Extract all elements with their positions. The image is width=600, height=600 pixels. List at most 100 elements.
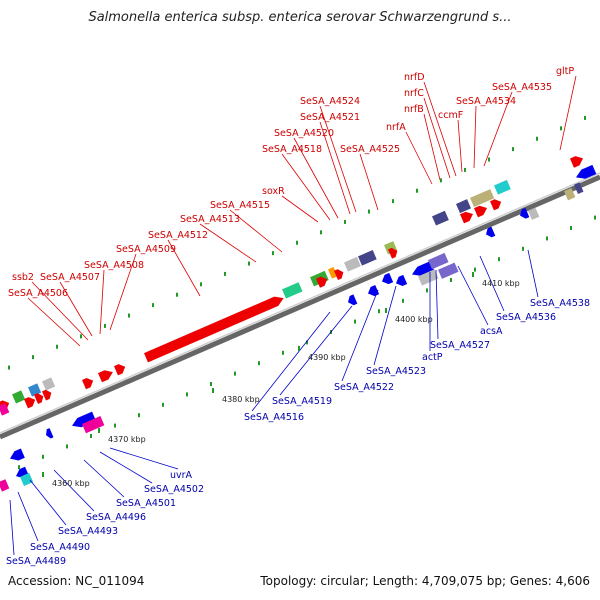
tick-dot [306, 340, 308, 345]
reverse-gene-label: SeSA_A4489 [6, 556, 66, 567]
forward-leader-line [109, 253, 137, 331]
reverse-gene-label: SeSA_A4496 [86, 512, 146, 523]
tick-dot [296, 240, 298, 245]
forward-gene-box [0, 403, 10, 416]
reverse-gene-label: SeSA_A4502 [144, 484, 204, 495]
reverse-gene-box [0, 479, 10, 492]
forward-gene-label: nrfB [404, 104, 424, 115]
tick-dot [402, 298, 404, 303]
reverse-leader-line [373, 285, 397, 366]
tick-dot [162, 402, 164, 407]
forward-leader-line [423, 113, 441, 181]
forward-gene-label: SeSA_A4506 [8, 288, 68, 299]
tick-dot [536, 136, 538, 141]
reverse-leader-line [9, 499, 15, 556]
forward-gene-arrow [144, 296, 284, 363]
reverse-gene-label: SeSA_A4536 [496, 312, 556, 323]
forward-leader-line [27, 297, 81, 347]
forward-gene-label: SeSA_A4508 [84, 260, 144, 271]
forward-gene-arrow [114, 364, 126, 376]
reverse-leader-line [527, 249, 539, 298]
tick-dot [594, 215, 596, 220]
accession-text: Accession: NC_011094 [8, 574, 145, 588]
tick-dot [186, 392, 188, 397]
forward-leader-line [59, 281, 93, 337]
reverse-gene-box [20, 472, 34, 487]
forward-gene-arrow [316, 276, 328, 288]
reverse-gene-box [574, 182, 584, 194]
tick-dot [128, 313, 130, 318]
reverse-gene-label: SeSA_A4522 [334, 382, 394, 393]
genome-summary-text: Topology: circular; Length: 4,709,075 bp… [260, 574, 590, 588]
forward-gene-box [12, 390, 26, 404]
forward-gene-label: SeSA_A4520 [274, 128, 334, 139]
forward-gene-label: SeSA_A4513 [180, 214, 240, 225]
tick-dot [234, 371, 236, 376]
reverse-leader-line [17, 491, 39, 542]
tick-dot [152, 303, 154, 308]
reverse-gene-label: SeSA_A4490 [30, 542, 90, 553]
forward-gene-box [494, 179, 511, 195]
forward-leader-line [319, 105, 357, 213]
reverse-gene-label: SeSA_A4516 [244, 412, 304, 423]
tick-dot [114, 423, 116, 428]
tick-dot [258, 361, 260, 366]
forward-gene-label: SeSA_A4534 [456, 96, 516, 107]
tick-dot [320, 230, 322, 235]
tick-dot [248, 261, 250, 266]
tick-dot [272, 251, 274, 256]
reverse-leader-line [99, 451, 153, 484]
reverse-gene-arrow [396, 274, 408, 286]
reverse-leader-line [479, 255, 505, 312]
forward-gene-label: ssb2 [12, 272, 34, 283]
tick-dot [138, 413, 140, 418]
reverse-leader-line [435, 269, 439, 340]
forward-leader-line [281, 195, 319, 223]
tick-dot [56, 344, 58, 349]
forward-leader-line [319, 121, 351, 215]
forward-gene-label: nrfC [404, 88, 424, 99]
forward-gene-box [432, 210, 449, 226]
forward-leader-line [473, 105, 477, 169]
reverse-gene-arrow [382, 272, 394, 285]
forward-leader-line [405, 131, 433, 185]
forward-gene-label: SeSA_A4509 [116, 244, 176, 255]
tick-dot [368, 209, 370, 214]
forward-leader-line [359, 153, 379, 211]
tick-dot [488, 157, 490, 162]
reverse-gene-arrow [46, 428, 54, 439]
tick-dot [464, 167, 466, 172]
forward-gene-box [470, 189, 495, 208]
tick-dot [354, 319, 356, 324]
forward-gene-label: SeSA_A4524 [300, 96, 360, 107]
forward-gene-box [456, 199, 471, 214]
kbp-tick [298, 346, 300, 351]
tick-dot [378, 309, 380, 314]
forward-gene-label: SeSA_A4521 [300, 112, 360, 123]
reverse-gene-label: SeSA_A4523 [366, 366, 426, 377]
reverse-gene-arrow [576, 164, 597, 179]
forward-gene-box [28, 383, 42, 397]
forward-leader-line [99, 269, 105, 335]
kbp-label: 4390 kbp [308, 353, 346, 362]
map-title: Salmonella enterica subsp. enterica sero… [88, 10, 512, 25]
reverse-gene-box [438, 262, 459, 279]
forward-gene-label: SeSA_A4512 [148, 230, 208, 241]
tick-dot [200, 282, 202, 287]
tick-dot [282, 350, 284, 355]
reverse-leader-line [29, 479, 67, 526]
reverse-gene-label: SeSA_A4493 [58, 526, 118, 537]
genome-backbone [0, 172, 600, 440]
forward-gene-arrow [460, 211, 474, 224]
reverse-gene-box [564, 187, 576, 201]
reverse-gene-box [528, 207, 540, 220]
forward-leader-line [423, 97, 451, 179]
forward-gene-label: nrfD [404, 72, 425, 83]
tick-dot [426, 288, 428, 293]
tick-dot [498, 257, 500, 262]
tick-dot [570, 226, 572, 230]
tick-dot [224, 271, 226, 276]
reverse-leader-line [279, 305, 353, 396]
forward-gene-label: SeSA_A4515 [210, 200, 270, 211]
